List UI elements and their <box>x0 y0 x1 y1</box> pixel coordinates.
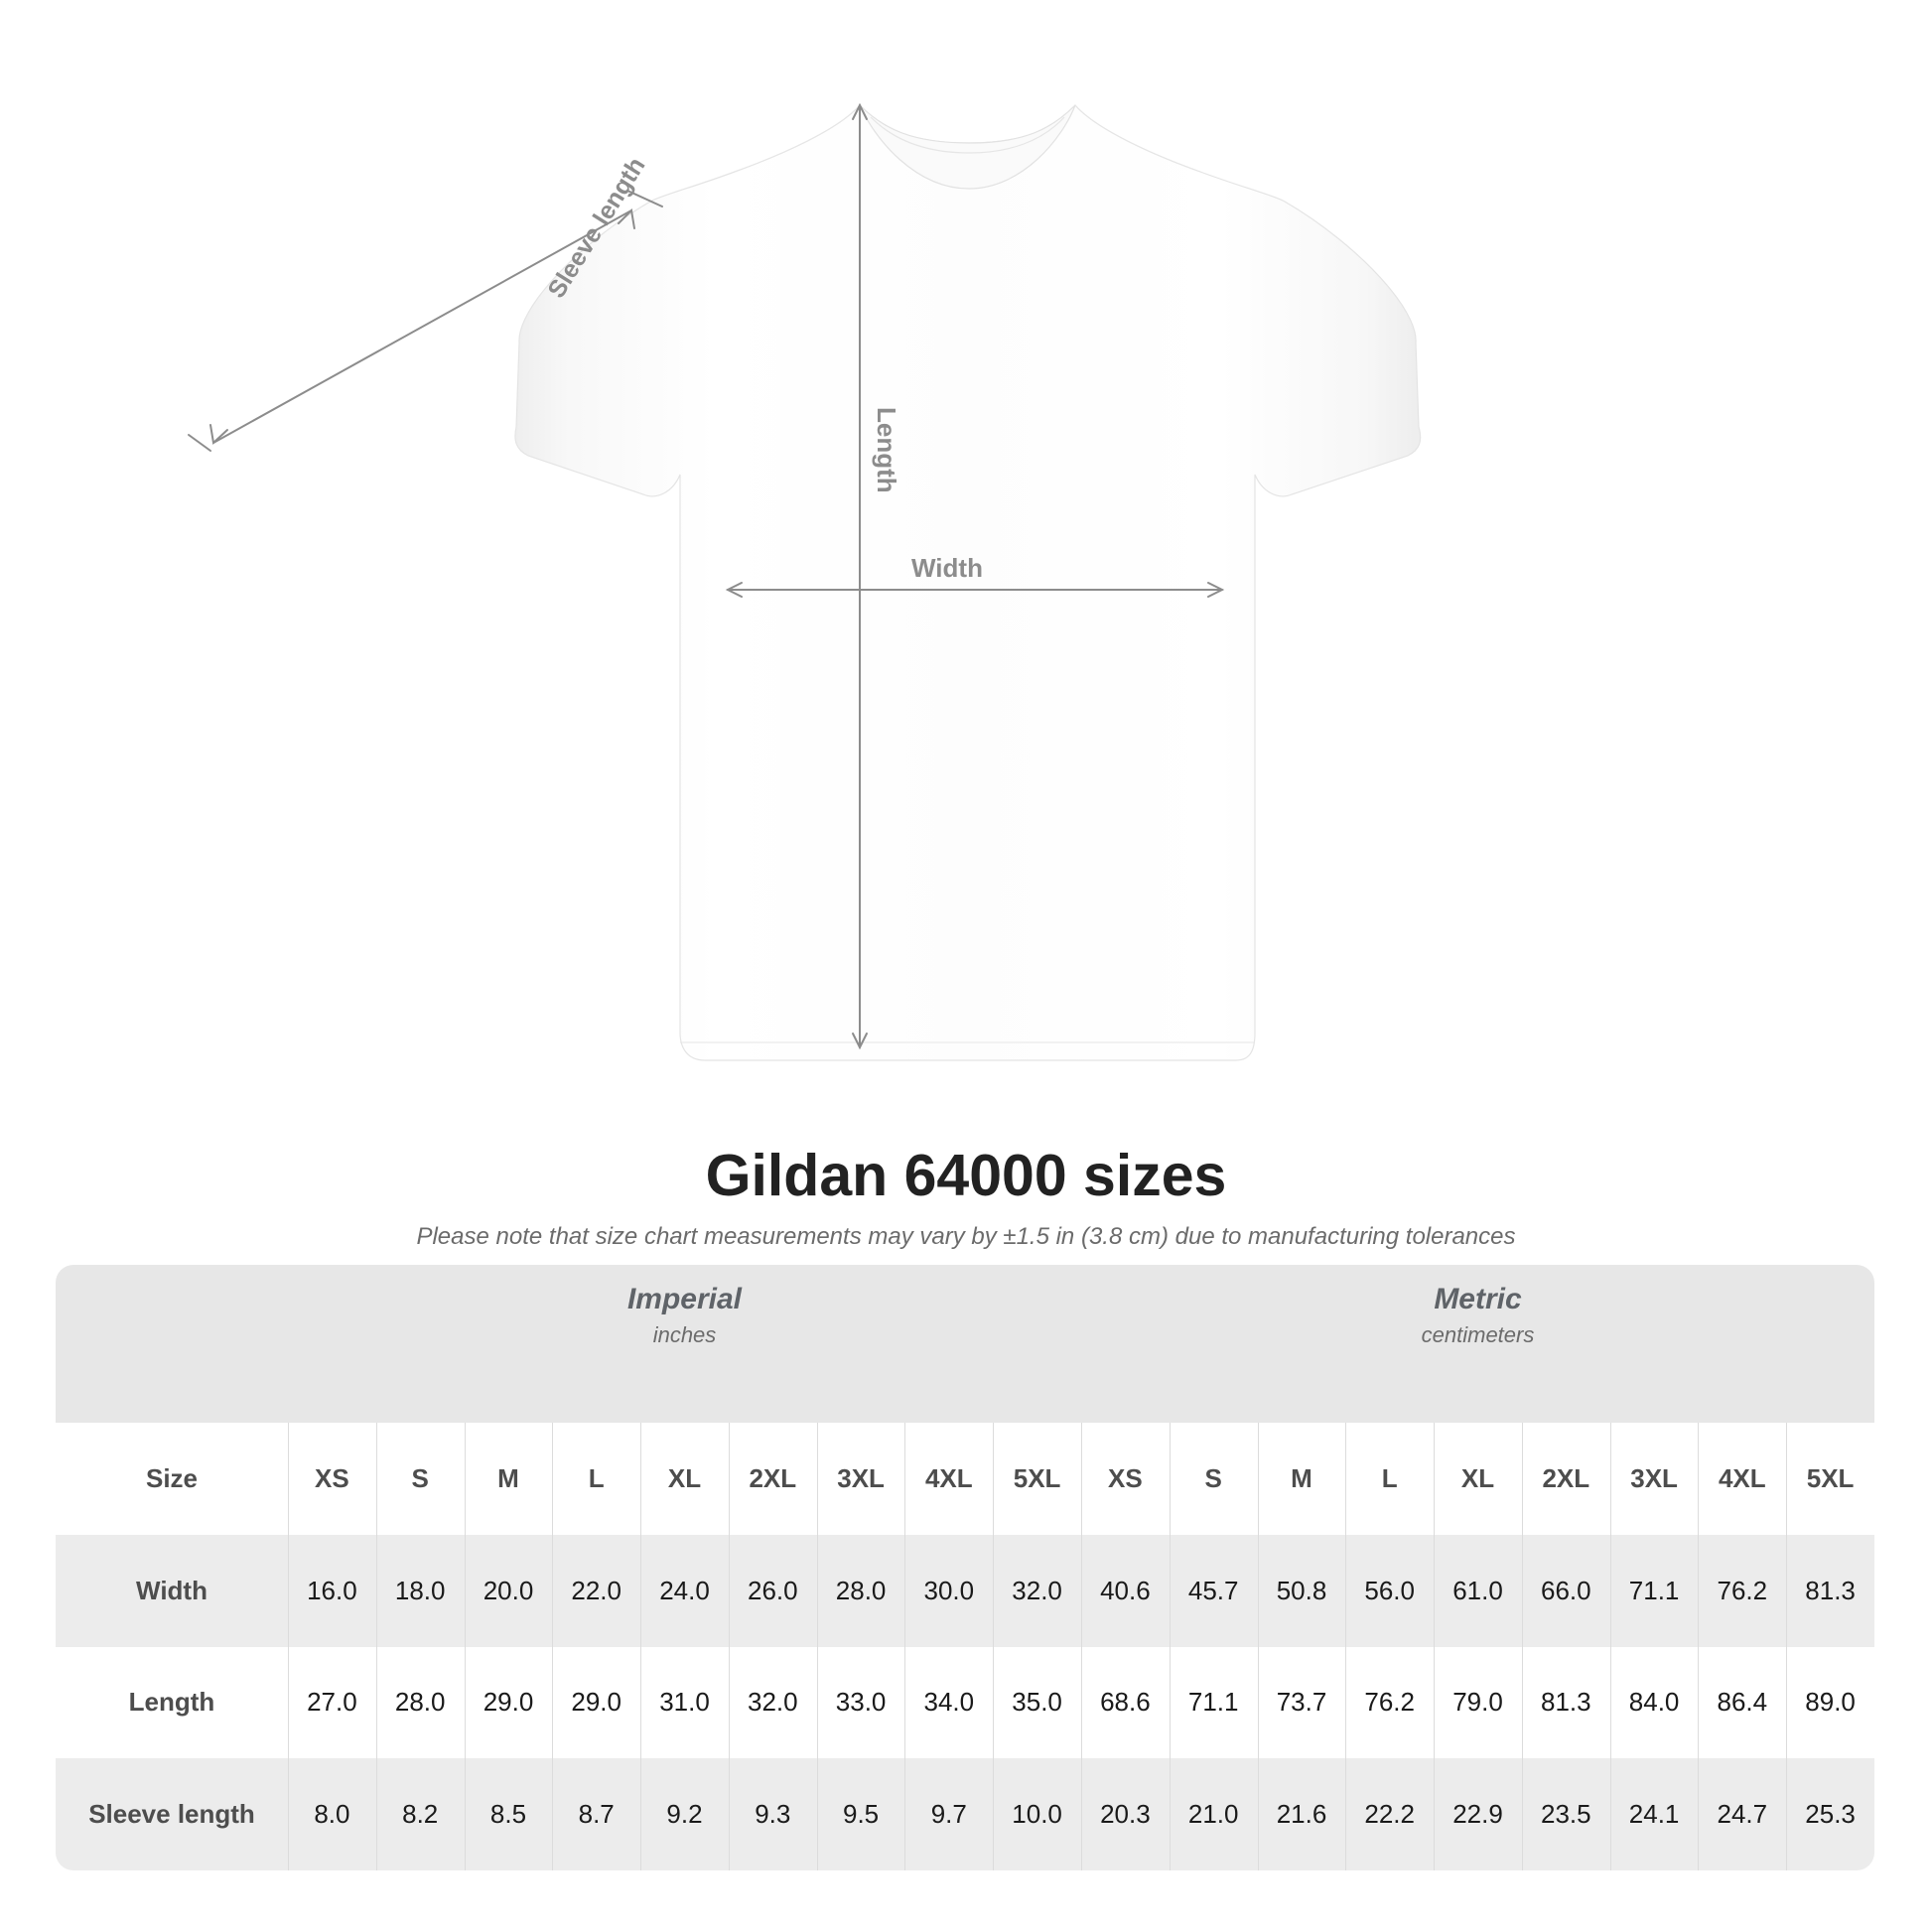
svg-text:Length: Length <box>872 407 901 493</box>
svg-text:Width: Width <box>911 553 983 583</box>
